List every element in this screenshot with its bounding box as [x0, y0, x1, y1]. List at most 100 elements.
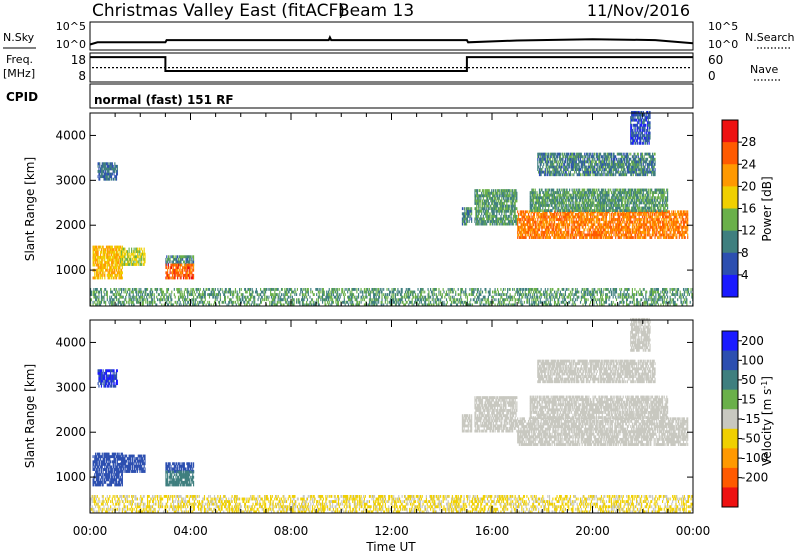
- echo-cell: [632, 298, 634, 302]
- echo-cell: [605, 287, 607, 291]
- echo-cell: [498, 222, 500, 226]
- echo-cell: [412, 290, 414, 294]
- echo-cell: [305, 303, 307, 307]
- echo-cell: [244, 300, 246, 304]
- echo-cell: [106, 266, 108, 270]
- echo-cell: [127, 252, 129, 256]
- echo-cell: [192, 276, 194, 280]
- echo-cell: [538, 225, 540, 229]
- echo-cell: [608, 220, 610, 224]
- echo-cell: [521, 223, 523, 227]
- echo-cell: [265, 295, 268, 299]
- echo-cell: [524, 210, 526, 214]
- echo-cell: [638, 230, 640, 234]
- echo-cell: [531, 236, 533, 239]
- echo-cell: [405, 293, 407, 296]
- echo-cell: [627, 287, 629, 291]
- echo-cell: [502, 194, 504, 198]
- echo-cell: [321, 298, 324, 302]
- echo-cell: [218, 290, 221, 294]
- echo-cell: [615, 212, 617, 216]
- echo-cell: [225, 287, 227, 291]
- echo-cell: [642, 218, 644, 221]
- echo-cell: [117, 258, 119, 262]
- echo-cell: [199, 287, 201, 291]
- echo-cell: [473, 290, 475, 294]
- echo-cell: [135, 263, 137, 266]
- echo-cell: [271, 303, 273, 307]
- echo-cell: [417, 295, 419, 299]
- echo-cell: [596, 233, 598, 237]
- echo-cell: [520, 225, 522, 229]
- echo-cell: [99, 268, 101, 272]
- echo-cell: [109, 167, 111, 171]
- echo-cell: [617, 215, 619, 219]
- echo-cell: [173, 268, 175, 272]
- echo-cell: [599, 287, 601, 291]
- echo-cell: [109, 250, 111, 254]
- echo-cell: [201, 300, 203, 304]
- echo-cell: [660, 290, 662, 294]
- echo-cell: [138, 287, 140, 291]
- echo-cell: [548, 293, 551, 296]
- echo-cell: [523, 218, 525, 221]
- echo-cell: [506, 202, 508, 205]
- echo-cell: [542, 212, 544, 216]
- echo-cell: [332, 290, 334, 294]
- echo-cell: [416, 300, 418, 304]
- echo-cell: [438, 303, 440, 307]
- echo-cell: [128, 287, 130, 291]
- echo-cell: [523, 212, 525, 216]
- echo-cell: [401, 287, 403, 291]
- echo-cell: [626, 215, 628, 219]
- echo-cell: [409, 293, 412, 296]
- echo-cell: [131, 303, 133, 307]
- echo-cell: [543, 210, 545, 214]
- echo-cell: [497, 300, 499, 304]
- echo-cell: [445, 303, 448, 307]
- echo-cell: [651, 295, 653, 299]
- echo-cell: [99, 164, 101, 168]
- echo-cell: [172, 276, 174, 280]
- echo-cell: [640, 290, 642, 294]
- echo-cell: [511, 220, 513, 223]
- echo-cell: [557, 298, 559, 302]
- echo-cell: [497, 217, 499, 221]
- echo-cell: [271, 293, 273, 296]
- echo-cell: [552, 220, 554, 224]
- echo-cell: [440, 300, 442, 304]
- echo-cell: [338, 293, 340, 296]
- echo-cell: [182, 300, 185, 304]
- echo-cell: [179, 263, 181, 267]
- echo-cell: [578, 295, 580, 299]
- echo-cell: [593, 303, 595, 307]
- echo-cell: [422, 287, 424, 291]
- echo-cell: [149, 290, 151, 294]
- echo-cell: [644, 236, 646, 239]
- echo-cell: [332, 290, 335, 294]
- echo-cell: [614, 228, 616, 232]
- echo-cell: [535, 295, 537, 299]
- echo-cell: [569, 290, 572, 294]
- echo-cell: [600, 295, 602, 299]
- echo-cell: [477, 220, 479, 223]
- echo-cell: [246, 295, 248, 299]
- echo-cell: [468, 303, 470, 307]
- echo-cell: [232, 303, 234, 307]
- echo-cell: [275, 303, 277, 307]
- echo-cell: [456, 303, 458, 307]
- echo-cell: [684, 300, 686, 304]
- echo-cell: [489, 194, 491, 198]
- echo-cell: [605, 220, 607, 224]
- echo-cell: [479, 194, 481, 198]
- echo-cell: [592, 228, 594, 232]
- echo-cell: [488, 293, 490, 296]
- echo-cell: [233, 300, 235, 304]
- echo-cell: [482, 191, 484, 195]
- echo-cell: [137, 250, 139, 254]
- echo-cell: [100, 266, 103, 270]
- echo-cell: [464, 300, 466, 304]
- echo-cell: [511, 209, 513, 213]
- echo-cell: [187, 273, 189, 277]
- echo-cell: [645, 290, 647, 294]
